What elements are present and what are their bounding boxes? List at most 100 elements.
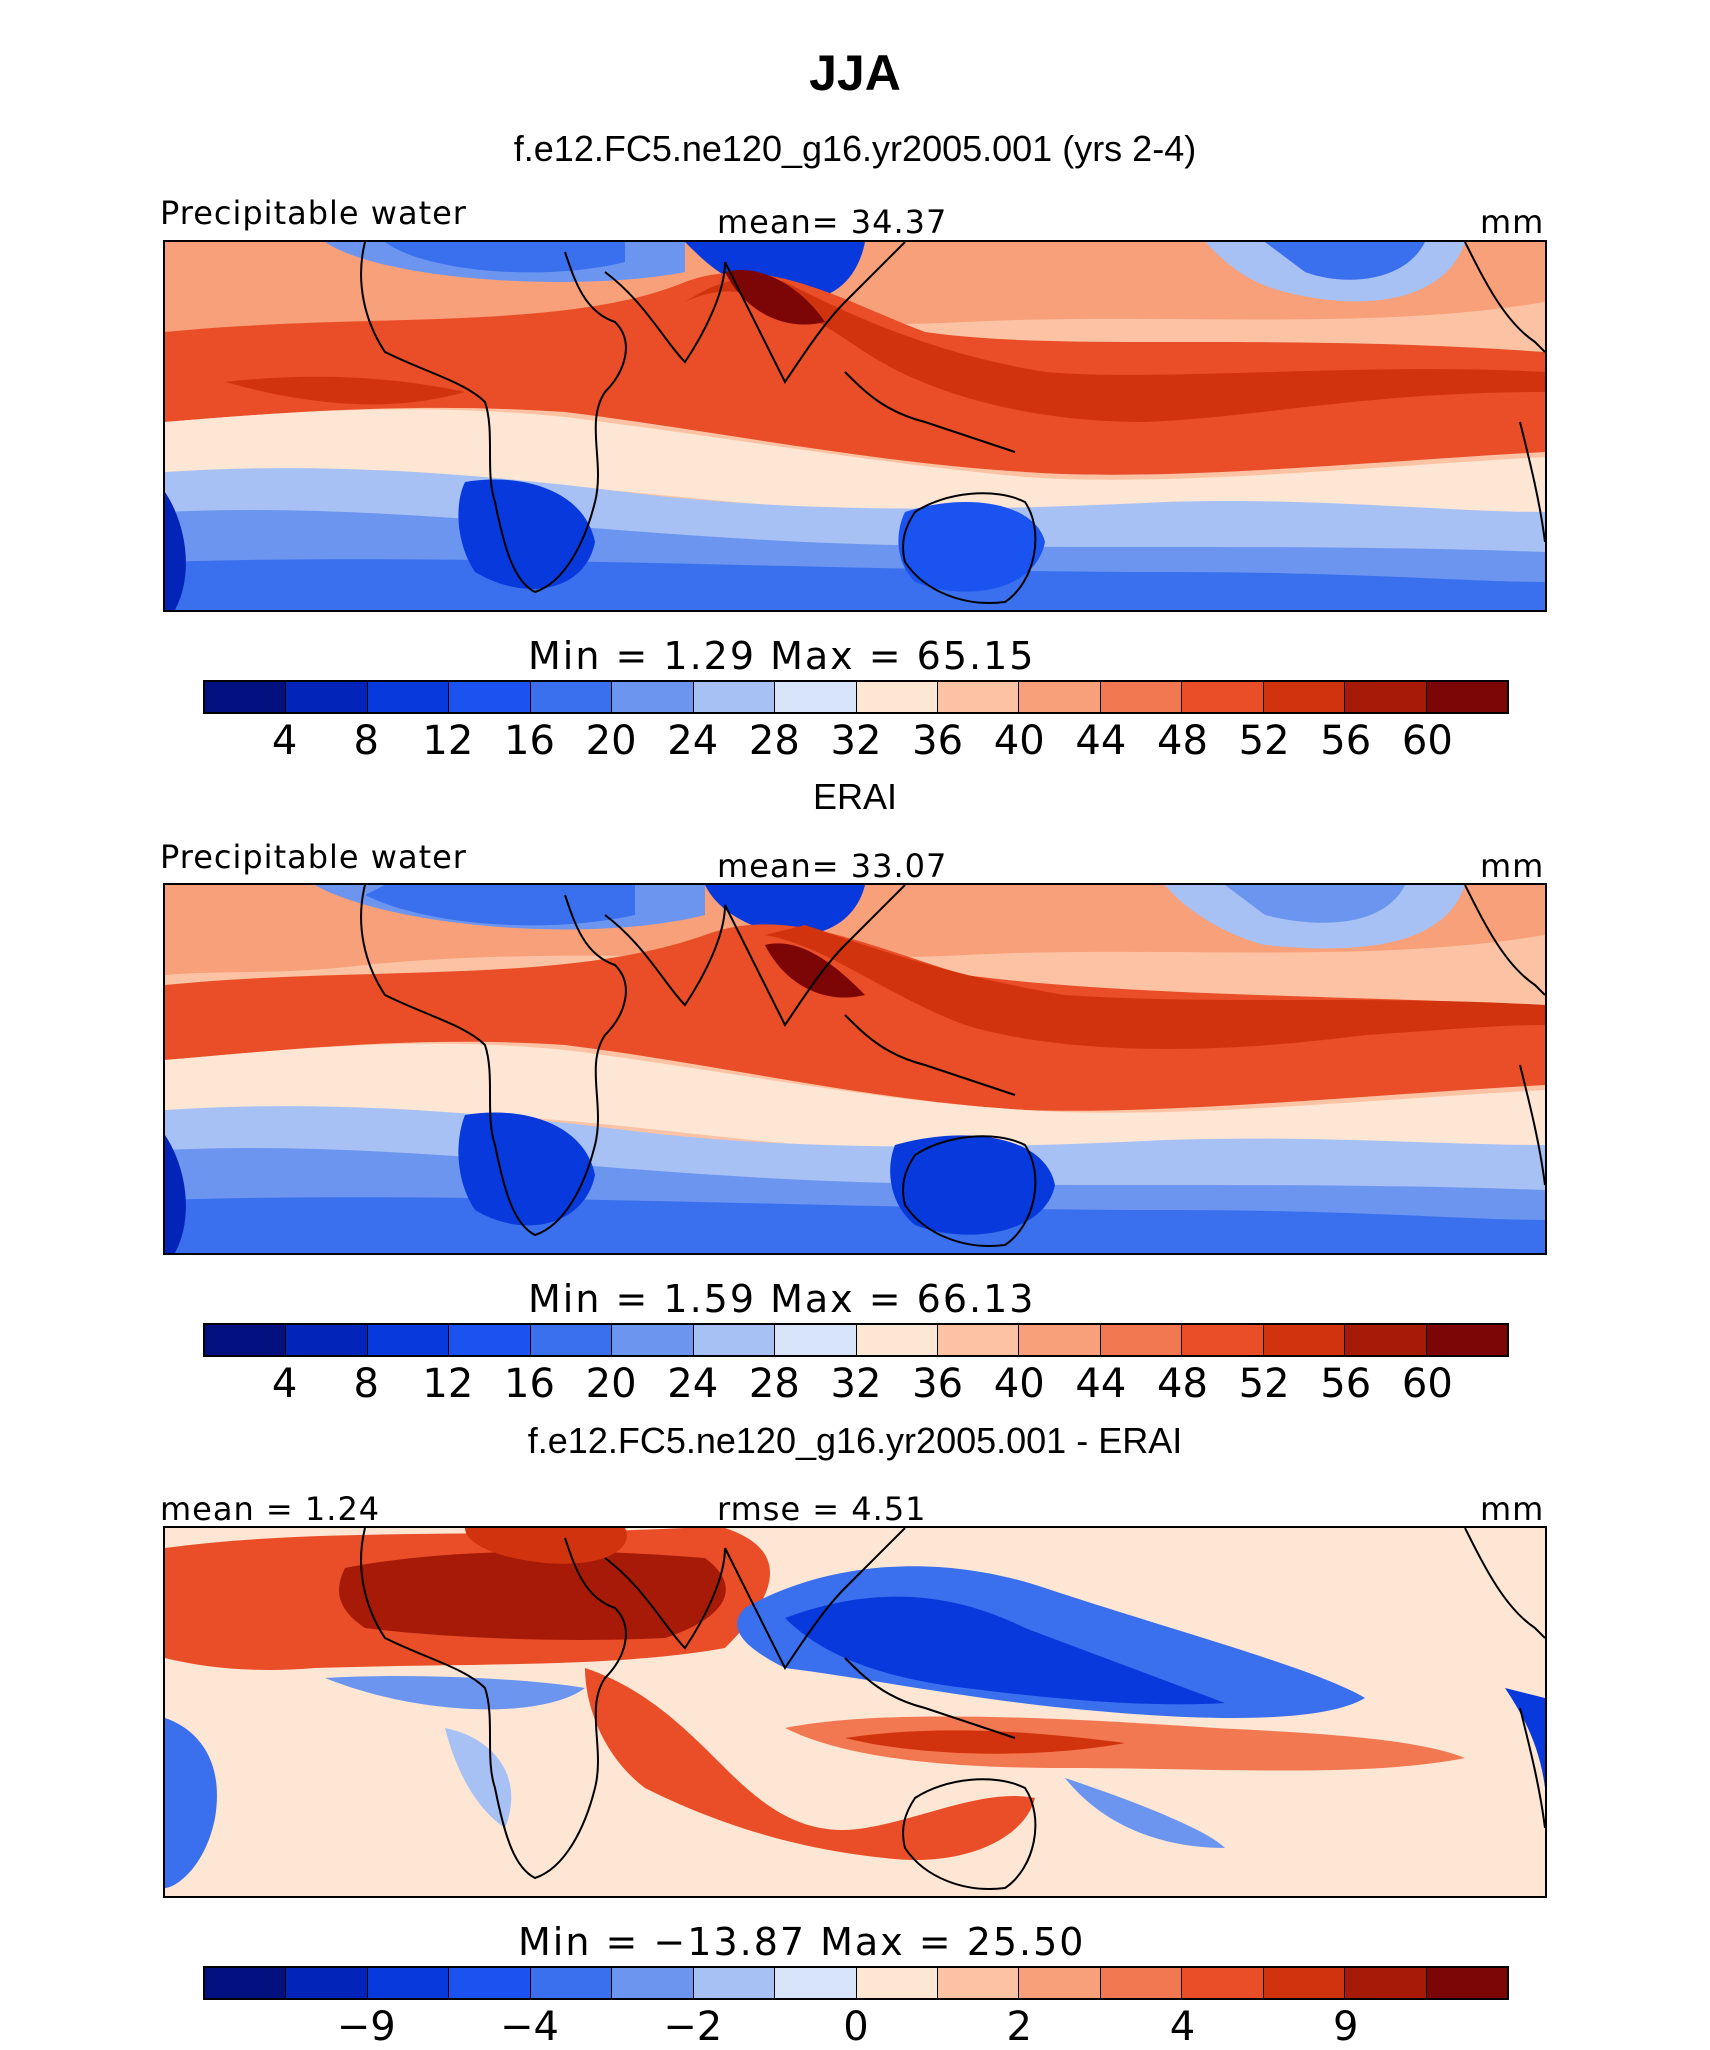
- field-band: [445, 1728, 512, 1828]
- colorbar-tick-label: 16: [504, 1361, 555, 1407]
- colorbar-tick-label: 40: [993, 718, 1045, 764]
- colorbar-swatch: [1182, 1968, 1264, 1998]
- colorbar-swatch: [205, 1968, 287, 1998]
- colorbar-tick-label: 36: [912, 718, 964, 764]
- colorbar-swatch: [1182, 1325, 1264, 1355]
- field-band: [705, 885, 865, 935]
- colorbar-tick-label: 4: [271, 718, 298, 764]
- colorbar-tick-label: 44: [1075, 718, 1127, 764]
- panel-model-title: f.e12.FC5.ne120_g16.yr2005.001 (yrs 2-4): [513, 128, 1197, 169]
- colorbar-swatch: [286, 1325, 368, 1355]
- colorbar-swatch: [775, 1325, 857, 1355]
- colorbar-tick-label: 44: [1075, 1361, 1127, 1407]
- colorbar-swatch: [1345, 1968, 1427, 1998]
- field-band: [365, 885, 635, 926]
- colorbar-tick-label: 20: [585, 1361, 637, 1407]
- field-band: [165, 1135, 186, 1253]
- field-band: [339, 1551, 726, 1640]
- colorbar-swatch: [856, 1325, 938, 1355]
- colorbar-swatch: [693, 1968, 776, 1998]
- field-band: [1265, 242, 1425, 280]
- field-band: [898, 502, 1045, 592]
- colorbar-swatch: [856, 1968, 938, 1998]
- panel-diff-map: [163, 1526, 1547, 1898]
- panel-obs-field: [165, 885, 1545, 1253]
- panel-model-units: mm: [1480, 203, 1545, 241]
- colorbar-swatch: [1019, 682, 1101, 712]
- colorbar-swatch: [530, 682, 613, 712]
- field-band: [1065, 1778, 1225, 1848]
- colorbar-swatch: [1263, 1325, 1346, 1355]
- panel-obs-map: [163, 883, 1547, 1255]
- colorbar-swatch: [937, 1325, 1020, 1355]
- field-band: [165, 1043, 1545, 1152]
- colorbar-swatch: [937, 1968, 1020, 1998]
- field-band: [685, 242, 865, 300]
- colorbar-swatch: [612, 682, 694, 712]
- colorbar-swatch: [449, 682, 531, 712]
- field-band: [165, 1718, 217, 1888]
- field-band: [458, 479, 595, 589]
- field-band: [1225, 885, 1405, 923]
- colorbar-tick-label: 28: [748, 1361, 800, 1407]
- colorbar-swatch: [530, 1325, 613, 1355]
- field-band: [458, 1112, 595, 1226]
- colorbar-tick-label: 52: [1238, 718, 1290, 764]
- panel-diff-units: mm: [1480, 1490, 1545, 1528]
- colorbar-tick-label: 2: [1006, 2004, 1032, 2050]
- colorbar-swatch: [1100, 1325, 1183, 1355]
- panel-diff-colorbar: [203, 1966, 1509, 2000]
- field-band: [165, 272, 1545, 475]
- colorbar-tick-label: 48: [1157, 1361, 1208, 1407]
- colorbar-tick-label: 24: [667, 1361, 719, 1407]
- colorbar-swatch: [1100, 682, 1183, 712]
- panel-diff-mean-label: mean = 1.24: [160, 1490, 381, 1528]
- panel-diff-minmax: Min = −13.87 Max = 25.50: [518, 1920, 1086, 1964]
- panel-model-variable-label: Precipitable water: [160, 194, 467, 232]
- coastlines: [360, 242, 1545, 604]
- field-band: [765, 943, 865, 998]
- colorbar-tick-label: 12: [422, 1361, 474, 1407]
- field-band: [225, 376, 465, 405]
- panel-obs-minmax: Min = 1.59 Max = 66.13: [528, 1277, 1036, 1321]
- field-band: [465, 1528, 627, 1564]
- panel-model-map: [163, 240, 1547, 612]
- colorbar-tick-label: 16: [504, 718, 555, 764]
- field-band: [685, 278, 1545, 422]
- colorbar-swatch: [612, 1325, 694, 1355]
- colorbar-tick-label: 20: [585, 718, 637, 764]
- colorbar-tick-label: −2: [663, 2004, 723, 2050]
- colorbar-tick-label: 24: [667, 718, 719, 764]
- figure-title: JJA: [809, 45, 901, 101]
- colorbar-tick-label: 36: [912, 1361, 964, 1407]
- field-band: [845, 1730, 1125, 1754]
- field-band: [890, 1135, 1055, 1235]
- colorbar-tick-label: 48: [1157, 718, 1208, 764]
- colorbar-tick-label: 8: [353, 718, 379, 764]
- colorbar-tick-label: 0: [843, 2004, 869, 2050]
- colorbar-swatch: [449, 1968, 531, 1998]
- colorbar-swatch: [286, 1968, 368, 1998]
- colorbar-swatch: [693, 682, 776, 712]
- colorbar-tick-label: −4: [500, 2004, 559, 2050]
- colorbar-swatch: [856, 682, 938, 712]
- panel-model-mean-label: mean= 34.37: [717, 203, 948, 241]
- field-band: [585, 1668, 1035, 1860]
- colorbar-swatch: [205, 1325, 287, 1355]
- colorbar-tick-label: 4: [1169, 2004, 1196, 2050]
- field-band: [325, 1676, 585, 1710]
- field-band: [165, 409, 1545, 515]
- colorbar-swatch: [449, 1325, 531, 1355]
- colorbar-swatch: [693, 1325, 776, 1355]
- panel-obs-units: mm: [1480, 847, 1545, 885]
- field-band: [725, 270, 825, 325]
- colorbar-tick-label: 40: [993, 1361, 1045, 1407]
- panel-diff-rmse-label: rmse = 4.51: [717, 1490, 927, 1528]
- colorbar-swatch: [1426, 1968, 1507, 1998]
- colorbar-swatch: [1426, 1325, 1507, 1355]
- panel-obs-colorbar: [203, 1323, 1509, 1357]
- colorbar-swatch: [530, 1968, 613, 1998]
- colorbar-tick-label: −9: [336, 2004, 396, 2050]
- colorbar-tick-label: 32: [830, 1361, 882, 1407]
- colorbar-swatch: [205, 682, 287, 712]
